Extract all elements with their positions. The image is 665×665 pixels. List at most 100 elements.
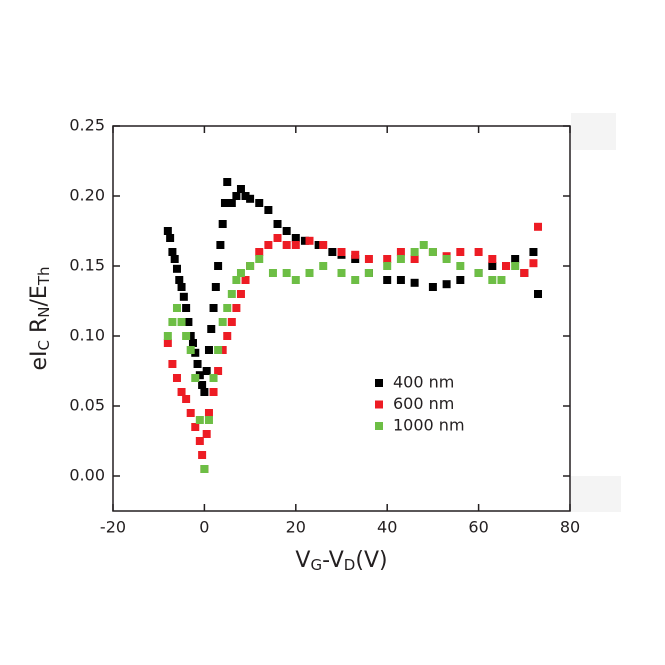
point bbox=[186, 409, 195, 417]
point bbox=[218, 220, 227, 228]
point bbox=[218, 346, 227, 354]
point bbox=[383, 262, 392, 270]
x-axis-label-part: (V) bbox=[355, 548, 387, 573]
point bbox=[232, 192, 241, 200]
point bbox=[236, 290, 245, 298]
point bbox=[191, 374, 200, 382]
point bbox=[246, 194, 255, 203]
point bbox=[419, 241, 428, 249]
point bbox=[511, 262, 520, 270]
point bbox=[305, 236, 314, 245]
point bbox=[364, 269, 373, 277]
point bbox=[456, 276, 465, 284]
point bbox=[300, 236, 309, 245]
point bbox=[168, 360, 177, 368]
point bbox=[198, 381, 207, 389]
point bbox=[198, 451, 207, 459]
point bbox=[264, 206, 273, 214]
point bbox=[383, 276, 392, 284]
point bbox=[177, 318, 186, 326]
y-tick-label: 0.20 bbox=[69, 186, 105, 205]
point bbox=[291, 276, 300, 284]
point bbox=[511, 255, 520, 263]
point bbox=[246, 262, 255, 270]
point bbox=[193, 360, 202, 368]
point bbox=[202, 367, 211, 375]
legend-marker bbox=[375, 379, 383, 387]
point bbox=[227, 199, 236, 207]
point bbox=[396, 248, 405, 256]
point bbox=[319, 262, 328, 270]
point bbox=[273, 234, 282, 242]
x-axis-label-part: -V bbox=[322, 548, 344, 573]
point bbox=[163, 339, 172, 347]
x-tick-label: 60 bbox=[468, 518, 488, 537]
point bbox=[175, 276, 184, 284]
y-axis-label: eIC RN/ETh bbox=[27, 266, 53, 370]
point bbox=[442, 255, 451, 263]
point bbox=[488, 255, 497, 263]
point bbox=[172, 264, 181, 273]
y-axis-label-part: Th bbox=[35, 266, 53, 286]
y-tick-label: 0.10 bbox=[69, 326, 105, 345]
point bbox=[428, 283, 437, 291]
point bbox=[191, 423, 200, 431]
point bbox=[520, 269, 529, 277]
point bbox=[195, 437, 204, 445]
point bbox=[186, 332, 195, 340]
point bbox=[474, 248, 483, 256]
point bbox=[211, 283, 220, 291]
point bbox=[168, 248, 177, 256]
point bbox=[428, 248, 437, 256]
y-axis-label-part: /E bbox=[27, 285, 52, 306]
point bbox=[351, 250, 360, 259]
y-tick-label: 0.00 bbox=[69, 466, 105, 485]
point bbox=[488, 262, 497, 270]
point bbox=[191, 348, 200, 357]
point bbox=[204, 409, 213, 417]
point bbox=[182, 395, 191, 403]
x-axis-label-part: V bbox=[295, 548, 310, 573]
point bbox=[195, 371, 204, 380]
point bbox=[488, 276, 497, 284]
point bbox=[291, 234, 300, 242]
point bbox=[502, 262, 511, 270]
point bbox=[204, 346, 213, 354]
point bbox=[410, 248, 419, 256]
point bbox=[184, 318, 193, 326]
point bbox=[195, 416, 204, 424]
point bbox=[351, 276, 360, 284]
point bbox=[534, 222, 543, 231]
point bbox=[282, 227, 291, 235]
point bbox=[529, 259, 538, 268]
point bbox=[170, 255, 179, 263]
background-patch bbox=[571, 113, 616, 150]
x-tick-label: 80 bbox=[560, 518, 580, 537]
point bbox=[410, 278, 419, 287]
point bbox=[534, 290, 543, 298]
point bbox=[163, 227, 172, 235]
point bbox=[282, 241, 291, 249]
point bbox=[186, 346, 195, 354]
point bbox=[241, 192, 250, 200]
point bbox=[220, 199, 229, 207]
point bbox=[209, 374, 218, 382]
y-axis-label-part: N bbox=[35, 306, 53, 317]
point bbox=[177, 283, 186, 291]
y-axis-label-part: C bbox=[35, 340, 53, 350]
point bbox=[497, 276, 506, 284]
point bbox=[166, 234, 175, 242]
point bbox=[218, 318, 227, 326]
point bbox=[442, 280, 451, 289]
point bbox=[351, 255, 360, 263]
point bbox=[172, 304, 181, 312]
point bbox=[172, 374, 181, 382]
point bbox=[200, 388, 209, 396]
point bbox=[255, 199, 264, 207]
point bbox=[216, 241, 225, 249]
background-patch bbox=[571, 476, 621, 512]
point bbox=[291, 241, 300, 249]
point bbox=[200, 465, 209, 473]
point bbox=[328, 248, 337, 256]
legend-label: 1000 nm bbox=[393, 416, 465, 435]
